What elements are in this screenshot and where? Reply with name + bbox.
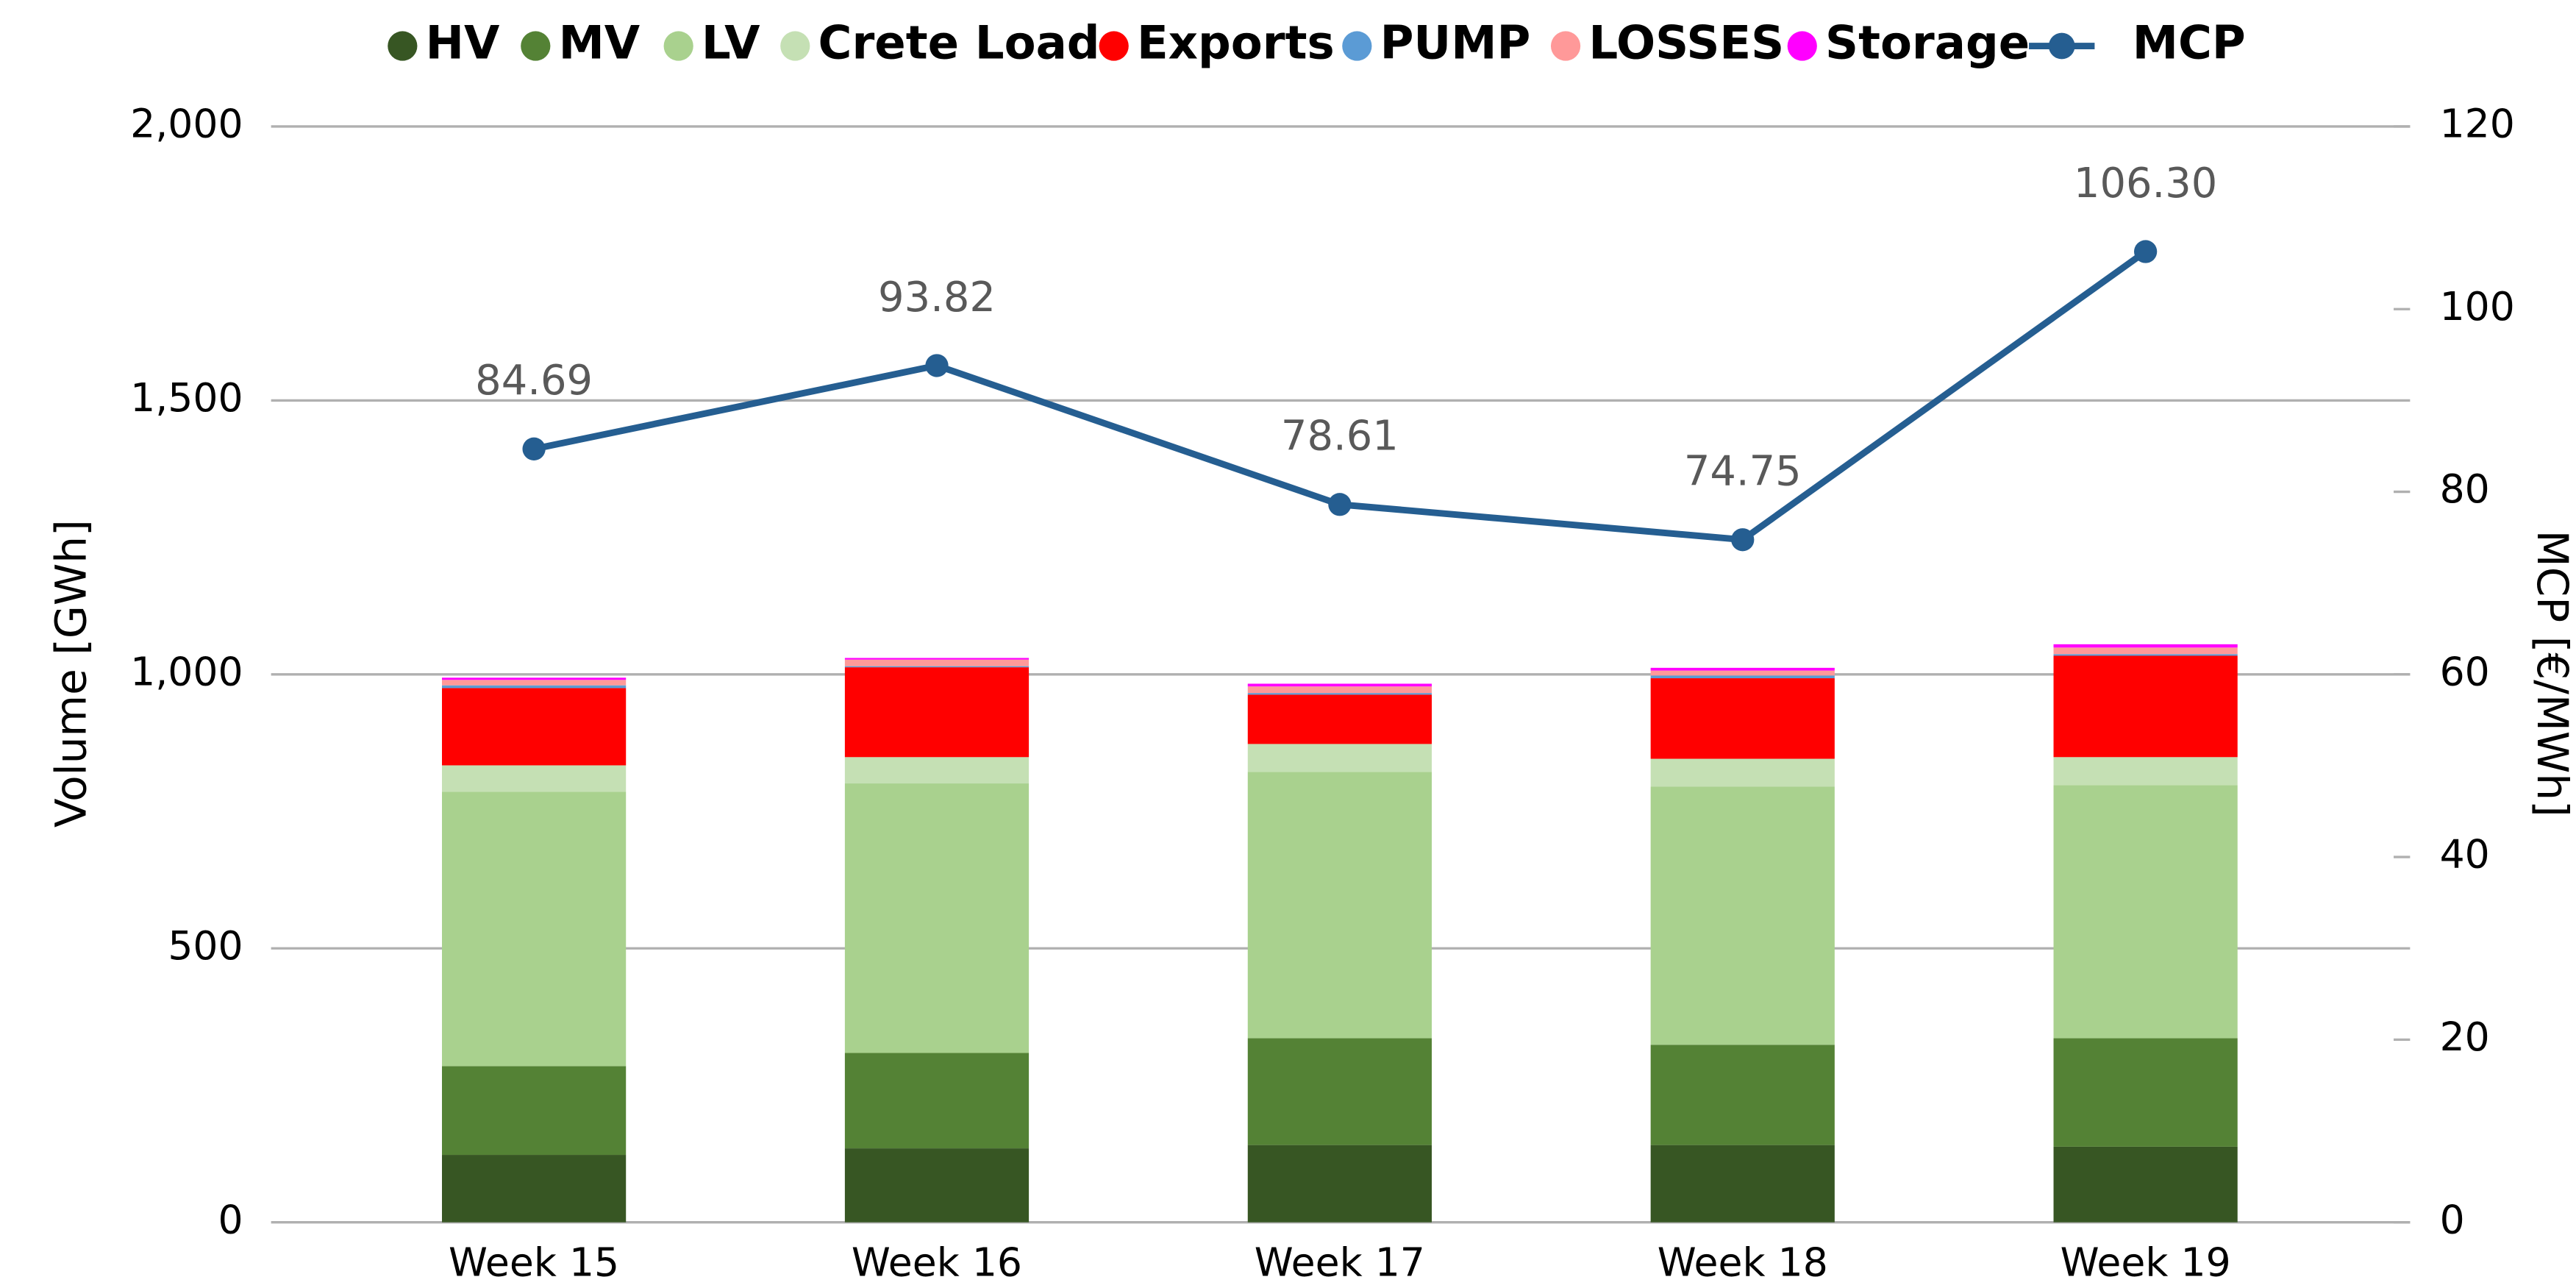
legend-marker (388, 31, 418, 61)
bar-segment (1247, 694, 1432, 744)
bar-segment (844, 1148, 1030, 1223)
data-label: 93.82 (878, 274, 996, 321)
legend-marker (780, 31, 810, 61)
bar-segment (442, 1155, 627, 1223)
y-tick-label: 0 (218, 1196, 243, 1242)
legend-label: Storage (1825, 16, 2030, 70)
bar-segment (442, 1066, 627, 1156)
legend-marker (663, 31, 693, 61)
bar-segment (442, 791, 627, 1067)
line-marker (925, 354, 949, 377)
bar-segment (1247, 683, 1432, 687)
bar-segment (2053, 654, 2238, 656)
line-marker (522, 437, 546, 460)
legend-marker (521, 31, 551, 61)
legend-marker (1099, 31, 1129, 61)
y-axis-label: Volume [GWh] (46, 519, 96, 828)
y2-tick-label: 40 (2440, 831, 2490, 878)
x-tick-label: Week 16 (852, 1239, 1022, 1285)
bar-segment (1650, 758, 1835, 787)
line-marker (1328, 493, 1352, 516)
y2-tick-label: 60 (2440, 648, 2490, 694)
x-tick-label: Week 19 (2061, 1239, 2231, 1285)
bar-segment (1247, 693, 1432, 695)
bar-segment (1650, 675, 1835, 679)
bar-segment (844, 757, 1030, 784)
data-label: 78.61 (1281, 413, 1399, 460)
data-label: 106.30 (2074, 160, 2217, 207)
bar-segment (844, 666, 1030, 668)
bar-segment (1247, 686, 1432, 694)
bar-segment (2053, 647, 2238, 655)
y2-tick-label: 100 (2440, 283, 2515, 330)
bar-segment (1247, 744, 1432, 772)
bar-segment (1650, 670, 1835, 676)
y-tick-label: 1,000 (130, 648, 243, 694)
y2-tick-label: 80 (2440, 466, 2490, 512)
bar-segment (442, 765, 627, 792)
y-tick-label: 1,500 (130, 374, 243, 421)
line-marker (1731, 528, 1755, 552)
bar-segment (1650, 786, 1835, 1045)
legend-label: MCP (2133, 16, 2246, 70)
data-label: 84.69 (475, 357, 593, 405)
bar-segment (442, 688, 627, 766)
bar-segment (1650, 1045, 1835, 1145)
bar-segment (442, 680, 627, 686)
bar-segment (2053, 644, 2238, 648)
bar-segment (844, 667, 1030, 758)
y-tick-label: 2,000 (130, 101, 243, 147)
legend-label: MV (559, 16, 641, 70)
legend-label: Exports (1137, 16, 1335, 70)
legend-label: LOSSES (1588, 16, 1784, 70)
bar-segment (2053, 785, 2238, 1039)
bar-segment (844, 659, 1030, 666)
y2-axis-label: MCP [€/MWh] (2527, 530, 2576, 817)
y2-tick-label: 0 (2440, 1196, 2465, 1242)
bar-segment (2053, 655, 2238, 758)
y2-tick-label: 20 (2440, 1014, 2490, 1060)
legend-marker (1787, 31, 1817, 61)
legend-marker (1550, 31, 1581, 61)
bar-segment (844, 783, 1030, 1053)
x-tick-label: Week 15 (449, 1239, 619, 1285)
line-marker (2133, 240, 2158, 263)
bar-segment (1650, 667, 1835, 671)
bar-segment (844, 658, 1030, 660)
legend-label: LV (702, 16, 760, 70)
x-tick-label: Week 18 (1658, 1239, 1828, 1285)
legend-label: HV (426, 16, 500, 70)
bar-segment (442, 677, 627, 680)
y-tick-label: 500 (168, 922, 243, 969)
bar-segment (1650, 1145, 1835, 1223)
legend-marker (2048, 32, 2075, 60)
legend-label: Crete Load (818, 16, 1100, 70)
bar-segment (1247, 1145, 1432, 1223)
legend-marker (1342, 31, 1372, 61)
x-tick-label: Week 17 (1255, 1239, 1425, 1285)
bar-segment (2053, 1146, 2238, 1223)
bar-segment (1247, 772, 1432, 1039)
data-label: 74.75 (1684, 448, 1802, 496)
bar-segment (2053, 1038, 2238, 1147)
bar-segment (2053, 757, 2238, 786)
bar-segment (1247, 1038, 1432, 1145)
legend-label: PUMP (1380, 16, 1531, 70)
y2-tick-label: 120 (2440, 101, 2515, 147)
bar-segment (844, 1053, 1030, 1149)
bar-segment (1650, 678, 1835, 759)
bar-segment (442, 685, 627, 689)
